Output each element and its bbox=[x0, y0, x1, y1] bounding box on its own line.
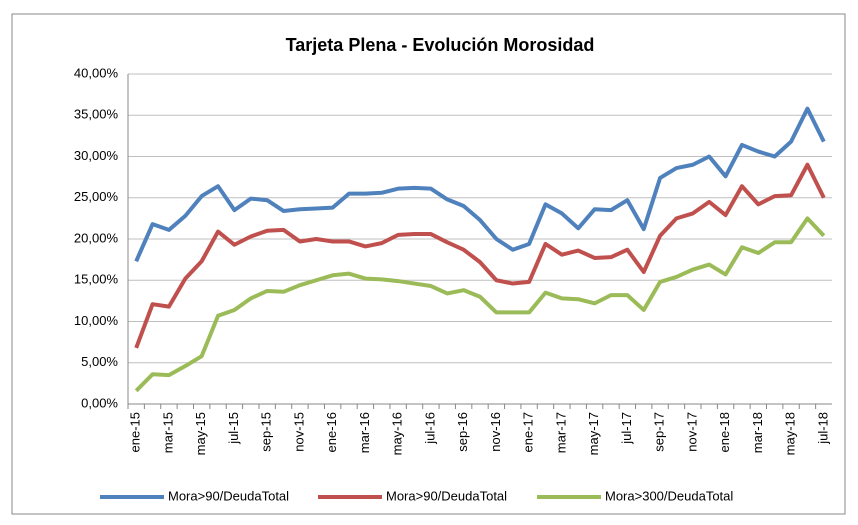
x-tick-label: sep-16 bbox=[455, 412, 470, 452]
legend-label: Mora>300/DeudaTotal bbox=[605, 488, 733, 503]
x-tick-label: may-16 bbox=[390, 412, 405, 455]
line-series bbox=[134, 216, 826, 393]
x-tick-label: sep-17 bbox=[652, 412, 667, 452]
x-tick-label: may-17 bbox=[586, 412, 601, 455]
y-tick-label: 40,00% bbox=[74, 65, 119, 80]
x-tick-label: may-15 bbox=[193, 412, 208, 455]
x-tick-label: mar-15 bbox=[160, 412, 175, 453]
y-tick-label: 25,00% bbox=[74, 189, 119, 204]
x-tick-label: jul-16 bbox=[422, 412, 437, 445]
x-tick-label: mar-16 bbox=[357, 412, 372, 453]
y-tick-label: 0,00% bbox=[81, 395, 118, 410]
y-tick-label: 15,00% bbox=[74, 272, 119, 287]
x-tick-label: nov-15 bbox=[291, 412, 306, 452]
x-tick-label: ene-15 bbox=[128, 412, 143, 452]
y-tick-label: 10,00% bbox=[74, 313, 119, 328]
x-tick-label: jul-17 bbox=[619, 412, 634, 445]
y-tick-label: 20,00% bbox=[74, 230, 119, 245]
x-tick-label: ene-18 bbox=[717, 412, 732, 452]
x-tick-label: jul-15 bbox=[226, 412, 241, 445]
legend-label: Mora>90/DeudaTotal bbox=[386, 488, 507, 503]
x-tick-label: mar-17 bbox=[553, 412, 568, 453]
x-tick-label: ene-16 bbox=[324, 412, 339, 452]
x-tick-label: nov-17 bbox=[684, 412, 699, 452]
y-tick-label: 35,00% bbox=[74, 107, 119, 122]
line-series bbox=[134, 106, 826, 263]
y-tick-label: 30,00% bbox=[74, 148, 119, 163]
legend-label: Mora>90/DeudaTotal bbox=[168, 488, 289, 503]
x-tick-label: jul-18 bbox=[815, 412, 830, 445]
x-tick-label: ene-17 bbox=[521, 412, 536, 452]
line-series bbox=[134, 162, 826, 349]
x-tick-label: sep-15 bbox=[259, 412, 274, 452]
y-tick-label: 5,00% bbox=[81, 354, 118, 369]
x-tick-label: may-18 bbox=[783, 412, 798, 455]
chart-title: Tarjeta Plena - Evolución Morosidad bbox=[286, 35, 595, 55]
x-tick-label: nov-16 bbox=[488, 412, 503, 452]
x-tick-label: mar-18 bbox=[750, 412, 765, 453]
